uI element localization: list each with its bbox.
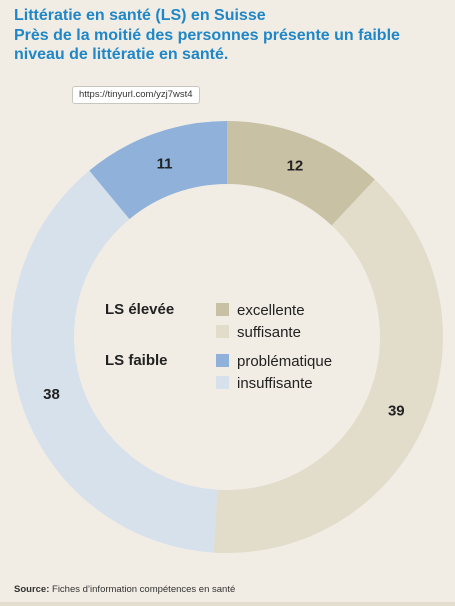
source-text: Fiches d’information compétences en sant… xyxy=(52,584,236,595)
legend-swatch-excellente xyxy=(216,303,229,316)
donut-slice-insuffisante xyxy=(10,170,218,553)
donut-slice-excellente xyxy=(227,121,375,226)
title-line-2: Près de la moitié des personnes présente… xyxy=(14,26,400,44)
title-line-3: niveau de littératie en santé. xyxy=(14,46,229,63)
bottom-divider xyxy=(0,602,455,606)
slice-value-label-insuffisante: 38 xyxy=(43,386,60,403)
slice-value-label-excellente: 12 xyxy=(287,157,304,174)
donut-slice-suffisante xyxy=(213,179,444,553)
legend-swatch-insuffisante xyxy=(216,376,229,389)
legend-swatch-problematique xyxy=(216,354,229,367)
source-label: Source: xyxy=(14,584,50,595)
slice-value-label-problematique: 11 xyxy=(157,155,173,172)
legend-label-suffisante: suffisante xyxy=(237,324,301,341)
source-url-link[interactable]: https://tinyurl.com/yzj7wst4 xyxy=(72,86,200,104)
legend-group-ls-elevee: LS élevée xyxy=(105,301,174,318)
legend-group-ls-faible: LS faible xyxy=(105,352,168,369)
chart-title: Littératie en santé (LS) en Suisse Près … xyxy=(14,6,444,65)
donut-slice-problematique xyxy=(89,121,227,220)
title-line-1: Littératie en santé (LS) en Suisse xyxy=(14,7,266,24)
legend-label-insuffisante: insuffisante xyxy=(237,375,313,392)
source-footer: Source: Fiches d’information compétences… xyxy=(14,584,235,595)
legend-label-excellente: excellente xyxy=(237,302,305,319)
legend-label-problematique: problématique xyxy=(237,353,332,370)
legend-swatch-suffisante xyxy=(216,325,229,338)
slice-value-label-suffisante: 39 xyxy=(388,402,405,419)
